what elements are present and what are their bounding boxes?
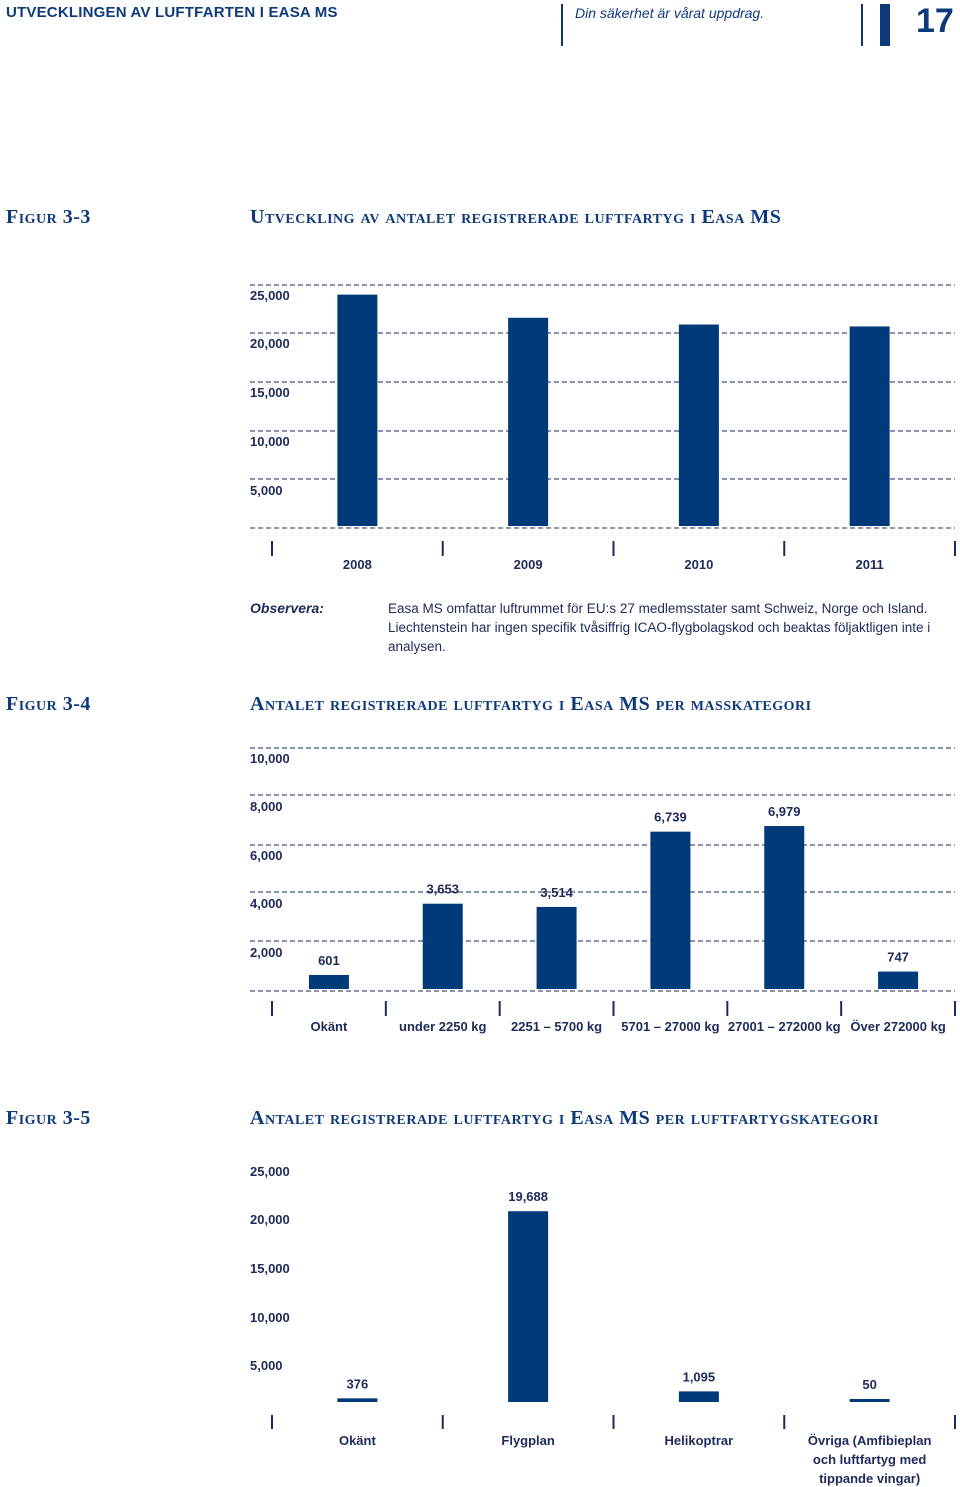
header-accent-bar	[880, 4, 890, 46]
y-tick-label: 4,000	[250, 896, 283, 911]
header-slogan: Din säkerhet är vårat uppdrag.	[575, 5, 765, 21]
chart-fig-3-4: 2,000 4,000 6,000 8,000 10,000 601 Okänt 3,653 u…	[250, 747, 956, 1034]
category-label: och luftfartyg med	[813, 1452, 926, 1467]
category-label: 2011	[856, 557, 884, 572]
figure-label: Figur 3-3	[6, 206, 91, 228]
y-tick-label: 10,000	[250, 1310, 290, 1325]
figure-title: Utveckling av antalet registrerade luftf…	[250, 206, 782, 228]
category-label: 2251 – 5700 kg	[511, 1019, 602, 1034]
data-label: 50	[862, 1377, 876, 1392]
data-label: 747	[887, 950, 909, 965]
y-tick-label: 2,000	[250, 945, 283, 960]
bar	[337, 1398, 378, 1402]
figure-label: Figur 3-4	[6, 693, 91, 715]
data-label: 19,688	[508, 1189, 548, 1204]
bar	[764, 826, 805, 989]
data-label: 6,739	[654, 810, 687, 825]
y-tick-label: 5,000	[250, 1358, 283, 1373]
category-label: Över 272000 kg	[850, 1019, 945, 1034]
figure-title: Antalet registrerade luftfartyg i Easa M…	[250, 693, 812, 715]
bar	[678, 1391, 719, 1402]
category-label: 5701 – 27000 kg	[621, 1019, 719, 1034]
figure-title: Antalet registrerade luftfartyg i Easa M…	[250, 1107, 879, 1129]
y-tick-label: 20,000	[250, 336, 290, 351]
data-label: 6,979	[768, 804, 801, 819]
bar	[849, 326, 890, 526]
bar	[308, 974, 349, 989]
bar	[849, 1399, 890, 1402]
note-text: Easa MS omfattar luftrummet för EU:s 27 …	[388, 601, 931, 654]
note-label: Observera:	[250, 600, 324, 616]
data-label: 1,095	[683, 1369, 716, 1384]
running-header-title: UTVECKLINGEN AV LUFTFARTEN I EASA MS	[6, 4, 338, 21]
data-label: 601	[318, 953, 340, 968]
category-label: Okänt	[339, 1433, 377, 1448]
y-tick-label: 15,000	[250, 385, 290, 400]
category-label: 2008	[343, 557, 372, 572]
data-label: 3,653	[426, 882, 459, 897]
bar	[878, 971, 919, 989]
category-label: Helikoptrar	[665, 1433, 734, 1448]
bar	[650, 831, 691, 989]
category-label: tippande vingar)	[819, 1471, 920, 1486]
y-tick-label: 5,000	[250, 483, 283, 498]
figure-label: Figur 3-5	[6, 1107, 91, 1129]
bar	[422, 903, 463, 989]
page-number: 17	[916, 2, 954, 40]
bar	[536, 906, 577, 989]
header-divider	[561, 4, 563, 46]
category-label: Okänt	[310, 1019, 348, 1034]
bar	[508, 1211, 549, 1402]
data-label: 376	[347, 1376, 369, 1391]
category-label: 2010	[684, 557, 713, 572]
category-label: Flygplan	[501, 1433, 555, 1448]
bar	[508, 317, 549, 526]
y-tick-label: 10,000	[250, 434, 290, 449]
y-tick-label: 20,000	[250, 1212, 290, 1227]
chart-fig-3-3: 5,000 10,000 15,000 20,000 25,000 2008 2009 201…	[250, 284, 956, 572]
category-label: Övriga (Amfibieplan	[808, 1433, 932, 1448]
y-tick-label: 8,000	[250, 799, 283, 814]
bar	[678, 324, 719, 526]
category-label: under 2250 kg	[399, 1019, 486, 1034]
y-tick-label: 15,000	[250, 1261, 290, 1276]
y-tick-label: 25,000	[250, 288, 290, 303]
y-tick-label: 6,000	[250, 848, 283, 863]
data-label: 3,514	[540, 885, 573, 900]
header-divider	[861, 4, 863, 46]
y-tick-label: 25,000	[250, 1164, 290, 1179]
y-tick-label: 10,000	[250, 751, 290, 766]
category-label: 2009	[514, 557, 543, 572]
bar	[337, 294, 378, 526]
category-label: 27001 – 272000 kg	[728, 1019, 841, 1034]
